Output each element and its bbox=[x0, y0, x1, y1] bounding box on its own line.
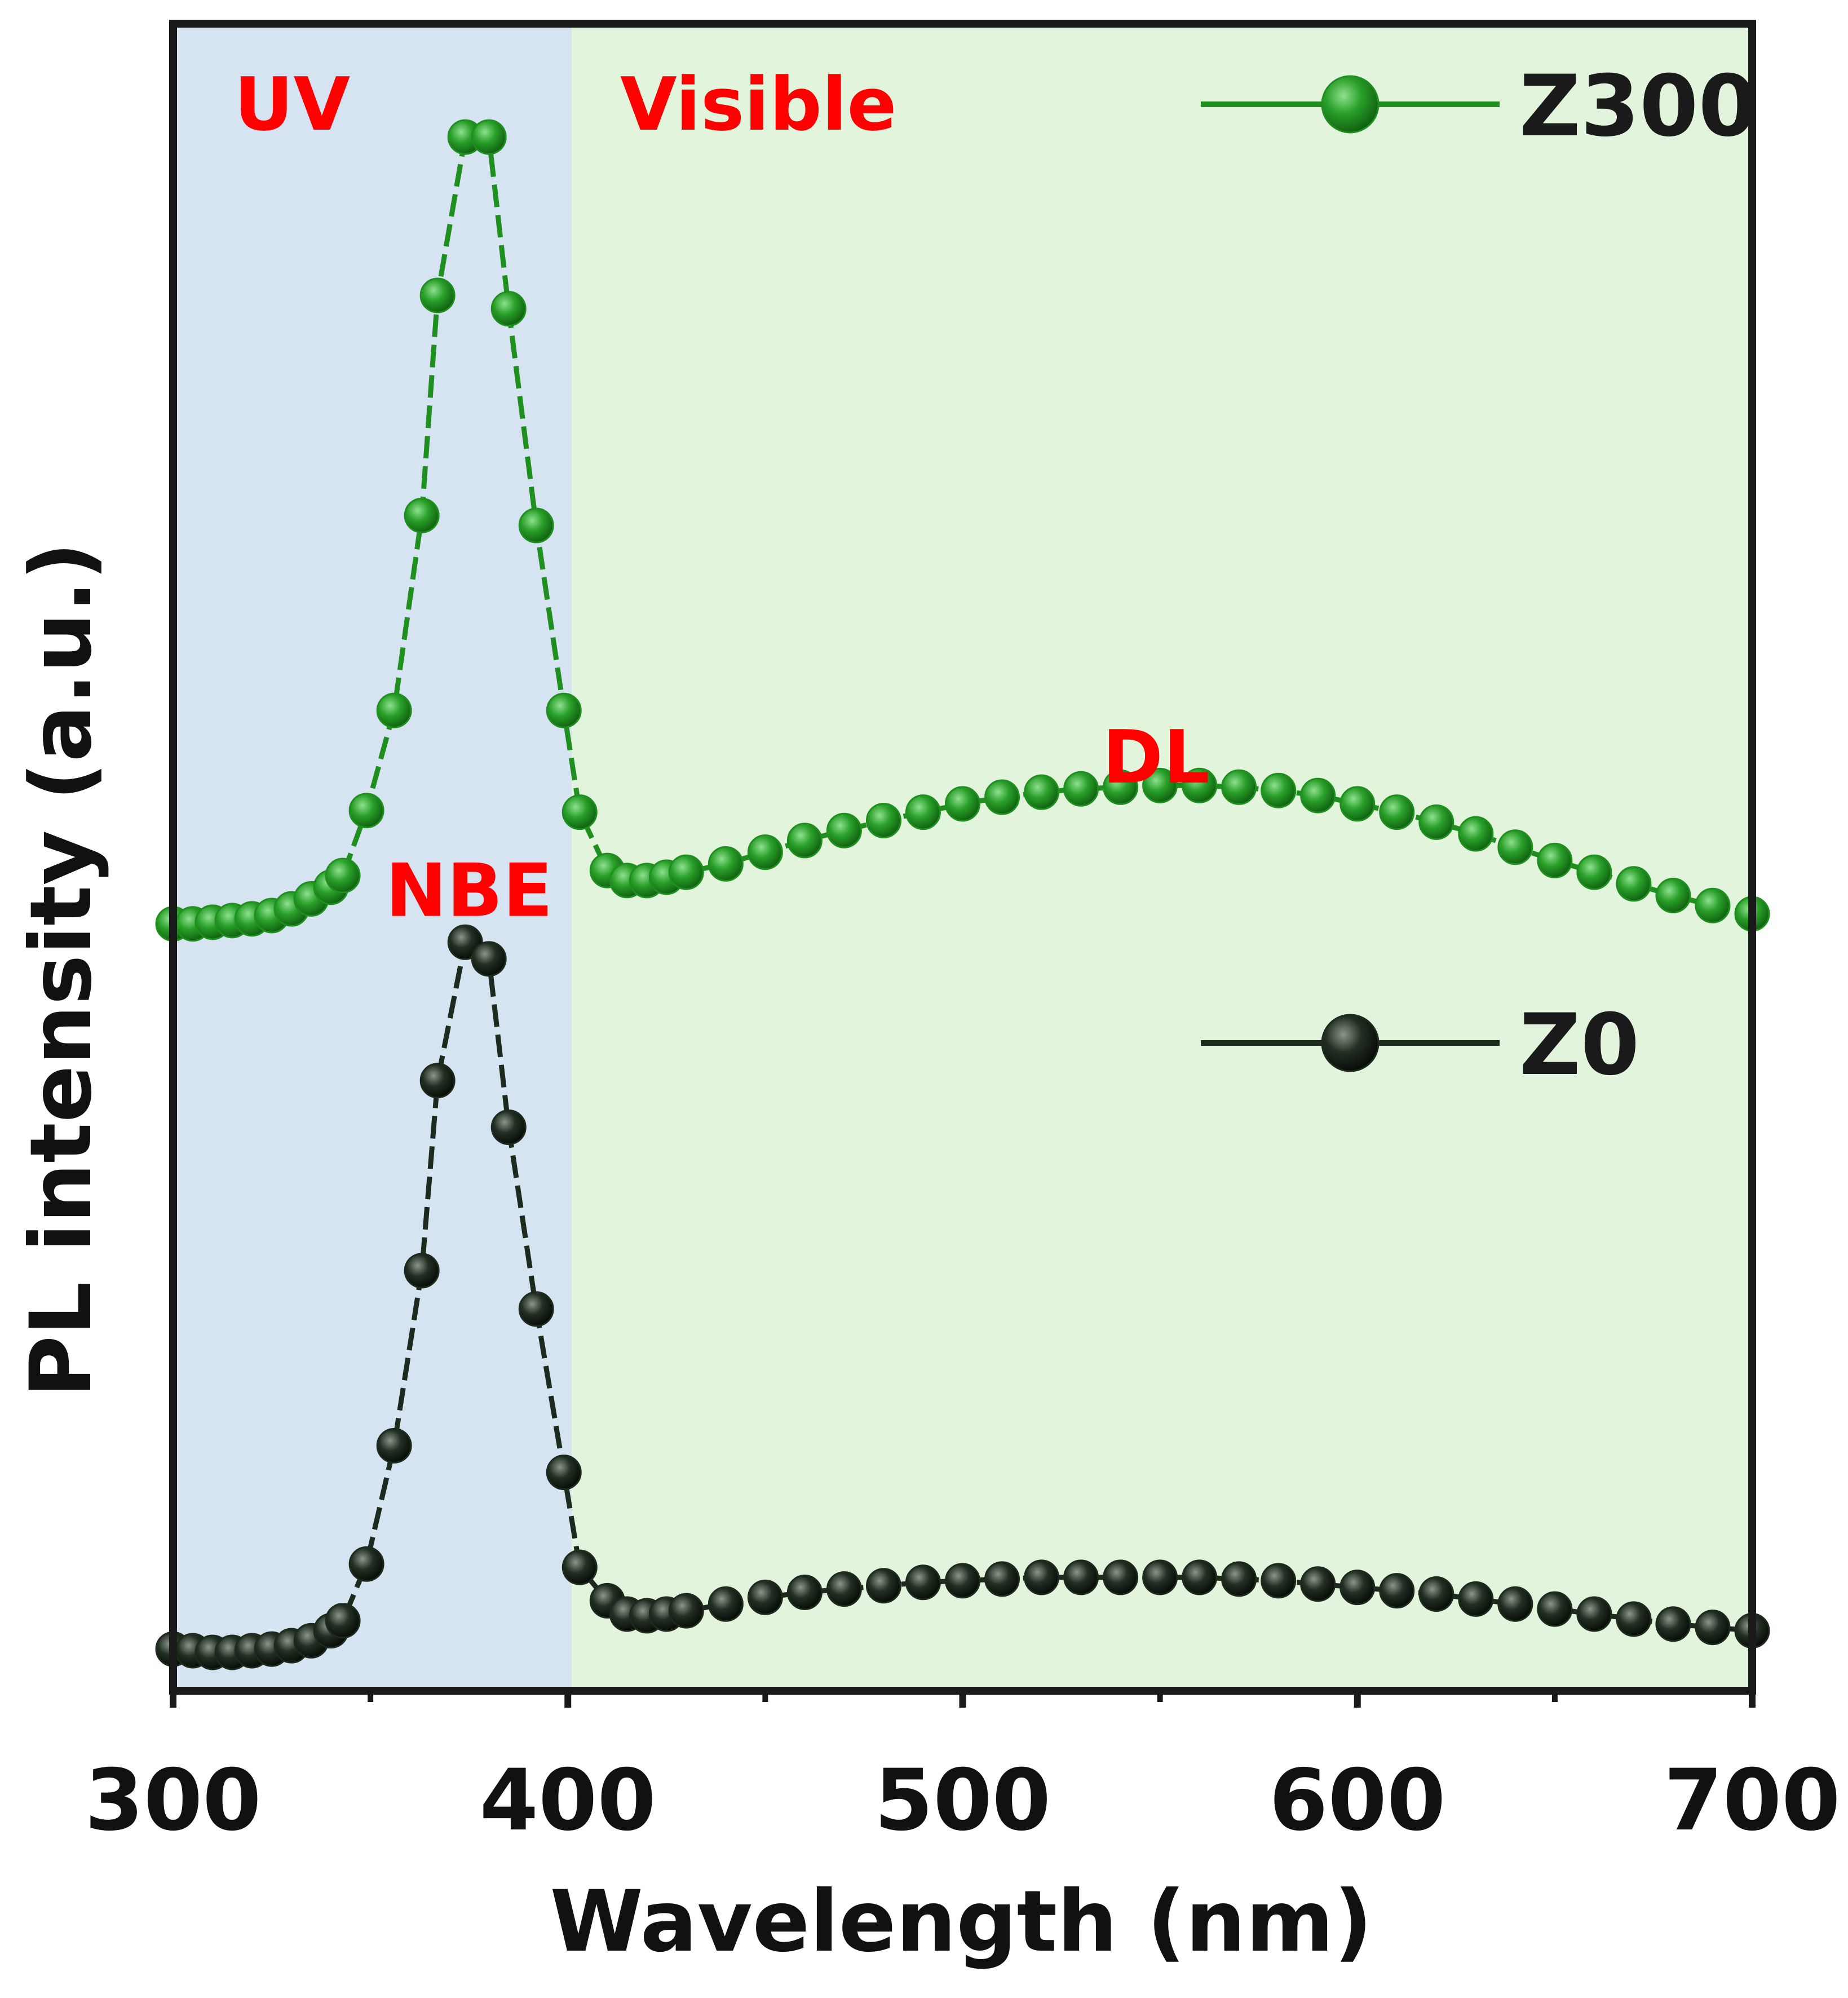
data-point-z300 bbox=[1497, 829, 1533, 865]
data-point-z0 bbox=[404, 1253, 440, 1289]
data-point-z300 bbox=[905, 794, 941, 830]
data-point-z0 bbox=[471, 941, 507, 977]
data-point-z0 bbox=[1182, 1559, 1218, 1595]
data-point-z0 bbox=[945, 1563, 980, 1599]
data-point-z300 bbox=[1142, 767, 1178, 803]
data-point-z0 bbox=[1497, 1586, 1533, 1622]
x-tick-label: 400 bbox=[480, 1752, 656, 1850]
data-point-z300 bbox=[419, 277, 456, 313]
data-point-z300 bbox=[1063, 771, 1099, 807]
legend-label-z300: Z300 bbox=[1519, 58, 1757, 156]
data-point-z300 bbox=[1576, 854, 1612, 890]
data-point-z300 bbox=[1024, 774, 1060, 810]
data-point-z0 bbox=[1616, 1601, 1652, 1637]
data-point-z300 bbox=[1221, 769, 1257, 805]
region-label-visible: Visible bbox=[620, 61, 897, 147]
legend: Z300 Z0 bbox=[1201, 58, 1757, 1094]
data-point-z0 bbox=[865, 1568, 901, 1604]
legend-label-z0: Z0 bbox=[1519, 996, 1639, 1094]
annotation-dl: DL bbox=[1102, 714, 1210, 800]
data-point-z300 bbox=[1695, 887, 1731, 923]
data-point-z300 bbox=[668, 854, 704, 890]
data-point-z300 bbox=[1616, 866, 1652, 902]
annotation-nbe: NBE bbox=[386, 848, 553, 934]
data-point-z0 bbox=[1221, 1561, 1257, 1597]
data-point-z300 bbox=[546, 692, 582, 728]
data-point-z300 bbox=[786, 823, 823, 859]
data-point-z300 bbox=[1261, 772, 1297, 808]
data-point-z0 bbox=[747, 1579, 783, 1615]
series-z0 bbox=[155, 924, 1770, 1670]
data-point-z300 bbox=[1182, 767, 1218, 803]
data-point-z300 bbox=[1418, 804, 1454, 840]
data-point-z0 bbox=[1261, 1563, 1297, 1599]
data-point-z0 bbox=[826, 1571, 862, 1607]
data-point-z0 bbox=[1339, 1570, 1376, 1606]
y-axis-title: PL intensity (a.u.) bbox=[12, 542, 110, 1398]
legend-marker-z300 bbox=[1321, 75, 1380, 134]
x-tick-label: 300 bbox=[85, 1752, 261, 1850]
data-point-z0 bbox=[490, 1109, 527, 1146]
data-point-z0 bbox=[1655, 1606, 1691, 1642]
data-point-z0 bbox=[905, 1564, 941, 1601]
data-point-z0 bbox=[668, 1593, 704, 1629]
data-point-z300 bbox=[325, 857, 361, 894]
data-point-z300 bbox=[1537, 842, 1573, 878]
x-tick-label: 600 bbox=[1269, 1752, 1445, 1850]
data-point-z0 bbox=[1063, 1559, 1099, 1595]
data-point-z300 bbox=[1103, 769, 1139, 805]
data-point-z0 bbox=[376, 1427, 412, 1464]
data-point-z300 bbox=[348, 793, 384, 829]
data-point-z0 bbox=[1695, 1610, 1731, 1646]
data-point-z0 bbox=[1024, 1559, 1060, 1595]
legend-marker-z0 bbox=[1321, 1014, 1380, 1072]
data-point-z300 bbox=[1655, 878, 1691, 914]
data-point-z0 bbox=[984, 1561, 1020, 1597]
data-point-z0 bbox=[1300, 1566, 1336, 1602]
data-point-z300 bbox=[1458, 816, 1494, 852]
series-z300 bbox=[155, 119, 1770, 942]
data-point-z300 bbox=[1379, 794, 1415, 830]
data-point-z300 bbox=[865, 802, 901, 838]
data-point-z300 bbox=[490, 291, 527, 327]
data-point-z0 bbox=[1458, 1581, 1494, 1617]
data-point-z300 bbox=[826, 812, 862, 848]
data-point-z0 bbox=[1418, 1576, 1454, 1612]
data-point-z300 bbox=[471, 119, 507, 155]
x-tick-label: 500 bbox=[874, 1752, 1051, 1850]
data-point-z0 bbox=[1379, 1573, 1415, 1609]
data-point-z0 bbox=[1103, 1559, 1139, 1595]
data-point-z300 bbox=[404, 497, 440, 533]
region-label-uv: UV bbox=[234, 61, 350, 147]
data-point-z0 bbox=[348, 1546, 384, 1582]
data-point-z300 bbox=[1300, 777, 1336, 814]
legend-item-z0: Z0 bbox=[1201, 996, 1639, 1094]
data-point-z0 bbox=[786, 1575, 823, 1611]
x-tick-label: 700 bbox=[1664, 1752, 1840, 1850]
x-axis-title: Wavelength (nm) bbox=[550, 1873, 1372, 1971]
data-point-z300 bbox=[518, 507, 554, 543]
series-layer bbox=[155, 119, 1770, 1670]
data-point-z300 bbox=[376, 692, 412, 728]
data-point-z0 bbox=[325, 1603, 361, 1639]
data-point-z0 bbox=[546, 1455, 582, 1491]
data-point-z0 bbox=[419, 1063, 456, 1099]
data-point-z300 bbox=[1339, 786, 1376, 822]
data-point-z300 bbox=[708, 846, 744, 882]
data-point-z0 bbox=[1142, 1559, 1178, 1595]
data-point-z0 bbox=[1537, 1591, 1573, 1627]
data-point-z300 bbox=[945, 786, 980, 822]
data-point-z300 bbox=[562, 794, 598, 830]
data-point-z300 bbox=[747, 834, 783, 870]
data-point-z0 bbox=[518, 1291, 554, 1327]
data-point-z0 bbox=[1576, 1596, 1612, 1632]
x-axis: 300 400 500 600 700 bbox=[85, 1691, 1841, 1850]
data-point-z0 bbox=[562, 1549, 598, 1585]
data-point-z0 bbox=[708, 1586, 744, 1622]
data-point-z300 bbox=[984, 779, 1020, 815]
legend-item-z300: Z300 bbox=[1201, 58, 1757, 156]
